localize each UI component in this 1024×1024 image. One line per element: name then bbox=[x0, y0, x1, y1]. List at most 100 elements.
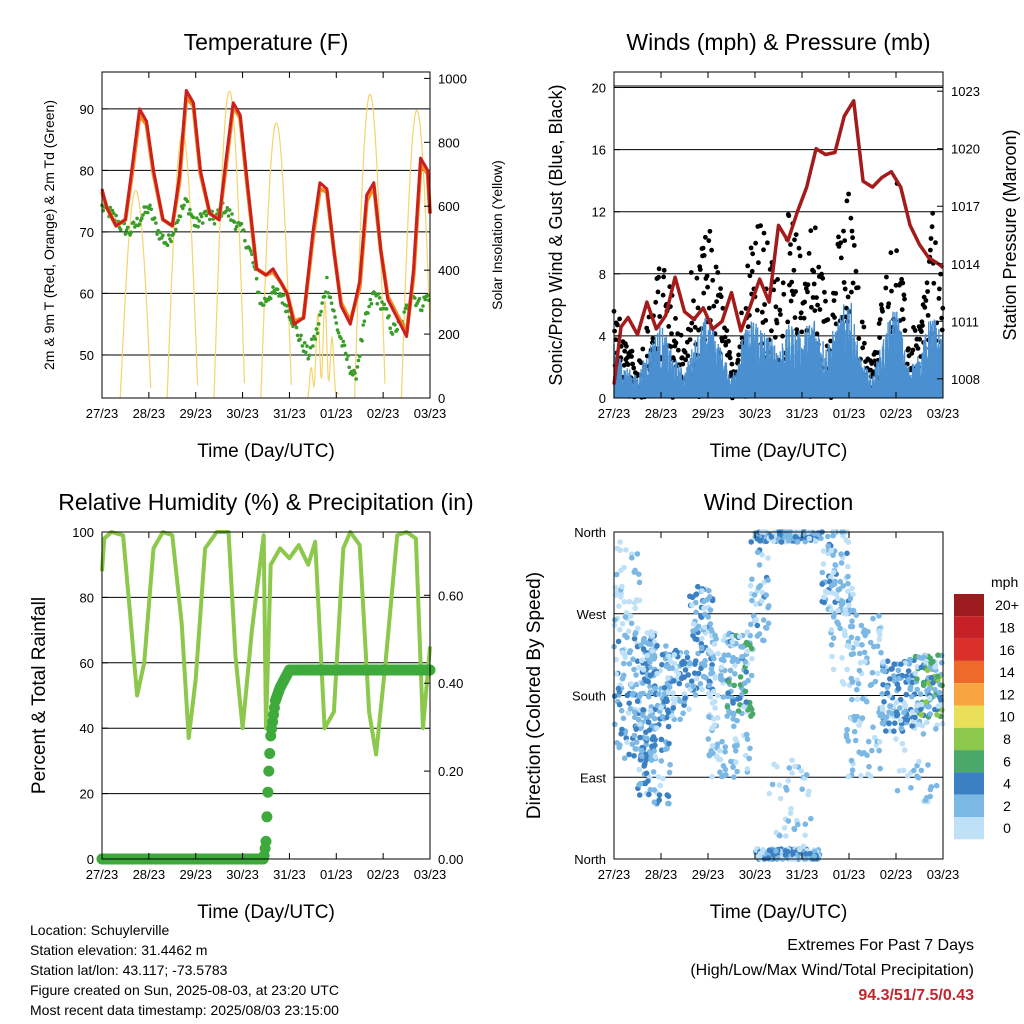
dewpoint-point bbox=[335, 328, 340, 332]
direction-point bbox=[798, 768, 805, 774]
direction-point bbox=[637, 721, 643, 727]
gust-point bbox=[688, 327, 694, 333]
gust-point bbox=[794, 327, 800, 332]
direction-point bbox=[886, 720, 892, 727]
direction-point bbox=[893, 709, 900, 716]
direction-point bbox=[633, 746, 639, 752]
gust-point bbox=[811, 281, 817, 287]
gust-point bbox=[836, 244, 842, 249]
direction-point bbox=[742, 688, 749, 695]
colorbar-label: 8 bbox=[1003, 731, 1011, 747]
direction-point bbox=[918, 664, 925, 671]
direction-point bbox=[741, 680, 748, 686]
solar-insolation-day bbox=[400, 109, 431, 399]
direction-point bbox=[693, 658, 699, 664]
direction-point bbox=[819, 581, 825, 587]
direction-point bbox=[884, 690, 891, 696]
dewpoint-point bbox=[423, 297, 428, 302]
direction-point bbox=[893, 699, 900, 706]
direction-tick-label: North bbox=[574, 852, 606, 867]
y-tick-label-right: 0.60 bbox=[438, 588, 463, 603]
direction-point bbox=[687, 660, 693, 666]
direction-point bbox=[744, 648, 751, 655]
y-tick-label-right: 400 bbox=[438, 263, 460, 278]
gust-point bbox=[809, 304, 814, 310]
gust-point bbox=[894, 248, 899, 254]
rain-point bbox=[263, 765, 275, 777]
direction-point bbox=[706, 678, 713, 685]
recent-timestamp: Most recent data timestamp: 2025/08/03 2… bbox=[30, 1002, 339, 1018]
dewpoint-point bbox=[336, 331, 341, 335]
direction-point bbox=[760, 847, 766, 853]
gust-point bbox=[816, 264, 822, 270]
gust-point bbox=[806, 251, 812, 256]
gust-point bbox=[792, 315, 798, 320]
direction-point bbox=[619, 675, 626, 682]
direction-point bbox=[899, 740, 906, 747]
direction-point bbox=[876, 747, 882, 754]
direction-point bbox=[876, 636, 883, 643]
direction-point bbox=[620, 715, 627, 722]
direction-point bbox=[841, 628, 848, 634]
direction-point bbox=[636, 792, 643, 798]
direction-point bbox=[666, 740, 672, 747]
direction-point bbox=[847, 623, 854, 630]
direction-point bbox=[907, 656, 913, 663]
colorbar-label: 10 bbox=[999, 709, 1015, 725]
x-tick-label: 31/23 bbox=[273, 406, 306, 421]
gust-point bbox=[812, 225, 818, 231]
direction-point bbox=[644, 640, 650, 646]
dewpoint-point bbox=[261, 303, 266, 307]
direction-point bbox=[728, 758, 734, 765]
direction-point bbox=[614, 740, 620, 746]
direction-point bbox=[648, 629, 654, 635]
direction-point bbox=[702, 658, 708, 664]
gust-point bbox=[736, 352, 741, 358]
dewpoint-point bbox=[375, 301, 380, 306]
direction-point bbox=[654, 670, 660, 677]
direction-point bbox=[769, 781, 776, 788]
direction-point bbox=[720, 694, 727, 700]
colorbar-label: 14 bbox=[999, 664, 1015, 680]
dewpoint-point bbox=[232, 220, 237, 224]
temperature-title: Temperature (F) bbox=[184, 29, 349, 55]
direction-point bbox=[656, 792, 663, 798]
dewpoint-point bbox=[169, 239, 173, 244]
direction-point bbox=[637, 780, 644, 787]
station-elevation: Station elevation: 31.4462 m bbox=[30, 942, 208, 958]
direction-point bbox=[739, 653, 745, 660]
direction-point bbox=[897, 696, 904, 703]
direction-point bbox=[848, 651, 855, 658]
y-tick-label-right: 1014 bbox=[951, 257, 980, 272]
direction-point bbox=[852, 737, 859, 744]
dewpoint-point bbox=[384, 307, 389, 311]
direction-point bbox=[934, 673, 941, 680]
direction-point bbox=[855, 681, 862, 687]
dewpoint-point bbox=[155, 232, 159, 236]
direction-point bbox=[628, 681, 634, 687]
direction-point bbox=[693, 675, 700, 682]
dewpoint-point bbox=[393, 323, 397, 327]
direction-point bbox=[616, 744, 622, 751]
direction-point bbox=[737, 702, 743, 708]
gust-point bbox=[838, 255, 844, 261]
direction-point bbox=[905, 668, 912, 674]
direction-point bbox=[725, 690, 731, 696]
gust-point bbox=[817, 307, 823, 312]
dewpoint-point bbox=[230, 212, 234, 216]
gust-point bbox=[650, 340, 655, 345]
direction-point bbox=[651, 799, 658, 805]
direction-point bbox=[619, 649, 626, 656]
direction-point bbox=[631, 753, 637, 759]
gust-point bbox=[833, 291, 839, 296]
gust-point bbox=[722, 334, 728, 340]
gust-point bbox=[842, 238, 848, 244]
direction-point bbox=[914, 762, 920, 769]
direction-point bbox=[829, 653, 835, 660]
direction-point bbox=[933, 726, 939, 732]
direction-point bbox=[657, 782, 664, 789]
gust-point bbox=[762, 302, 767, 307]
direction-point bbox=[636, 579, 643, 586]
direction-point bbox=[701, 624, 708, 631]
direction-point bbox=[643, 770, 650, 777]
